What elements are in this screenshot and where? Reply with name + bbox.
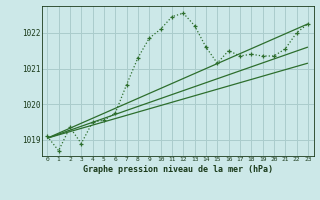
X-axis label: Graphe pression niveau de la mer (hPa): Graphe pression niveau de la mer (hPa) bbox=[83, 165, 273, 174]
